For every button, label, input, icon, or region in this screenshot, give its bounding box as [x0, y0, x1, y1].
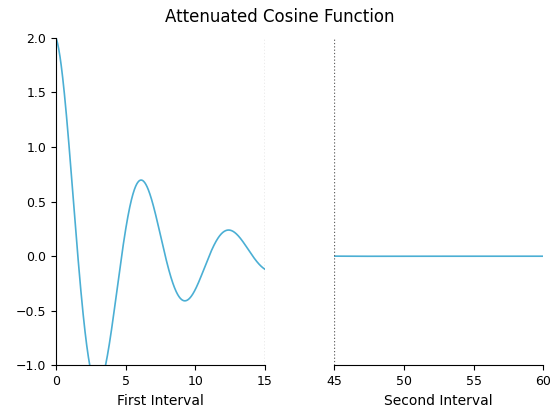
- Text: Attenuated Cosine Function: Attenuated Cosine Function: [165, 8, 395, 26]
- X-axis label: Second Interval: Second Interval: [385, 394, 493, 408]
- X-axis label: First Interval: First Interval: [117, 394, 204, 408]
